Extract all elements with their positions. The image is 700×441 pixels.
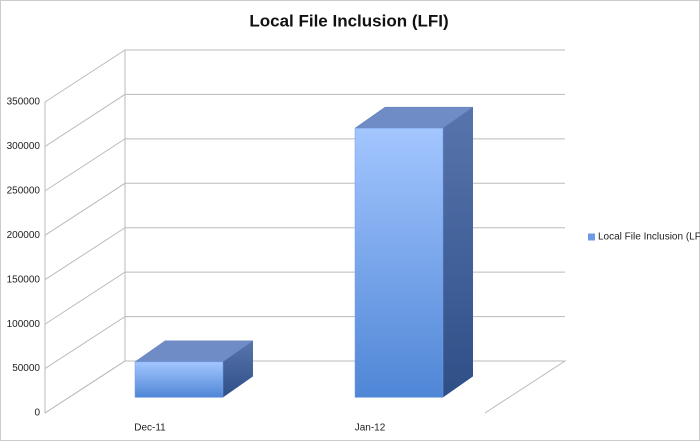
legend-swatch bbox=[588, 233, 595, 241]
y-tick-label: 50000 bbox=[12, 363, 40, 374]
bar-front bbox=[134, 361, 224, 398]
x-tick-label: Dec-11 bbox=[134, 423, 166, 434]
bar-side bbox=[223, 340, 253, 398]
bar-side bbox=[443, 107, 473, 398]
y-tick-label: 0 bbox=[34, 408, 40, 419]
y-tick-label: 100000 bbox=[7, 319, 41, 330]
y-tick-label: 300000 bbox=[7, 141, 41, 152]
grid-line bbox=[44, 360, 565, 414]
y-tick-label: 150000 bbox=[7, 274, 41, 285]
grid-line bbox=[44, 93, 565, 147]
floor bbox=[44, 360, 567, 414]
grid-line bbox=[44, 49, 565, 103]
y-tick-label: 250000 bbox=[7, 185, 41, 196]
bar bbox=[354, 106, 474, 398]
chart-title: Local File Inclusion (LFI) bbox=[249, 11, 448, 30]
bar-front bbox=[354, 127, 444, 398]
y-tick-label: 350000 bbox=[7, 97, 41, 108]
x-tick-label: Jan-12 bbox=[355, 423, 386, 434]
legend-label: Local File Inclusion (LFI) bbox=[598, 232, 700, 243]
y-tick-label: 200000 bbox=[7, 230, 41, 241]
bar bbox=[134, 340, 254, 398]
